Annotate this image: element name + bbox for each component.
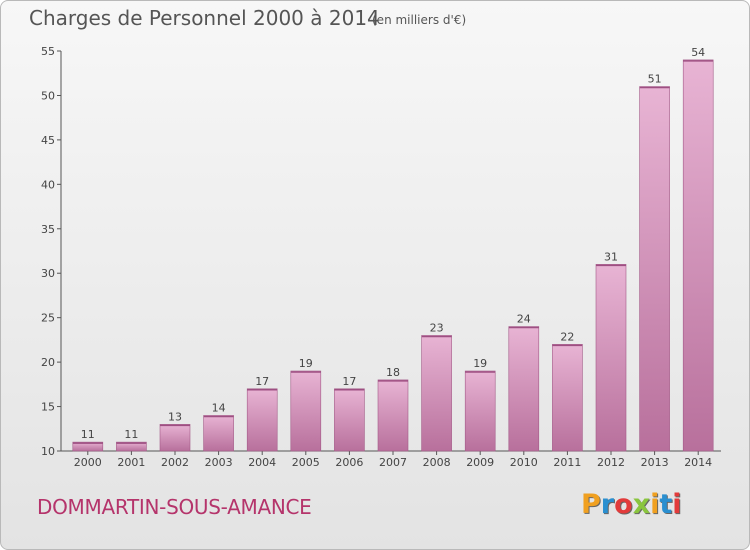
data-label: 24 xyxy=(517,313,531,326)
y-tick-label: 15 xyxy=(41,401,55,414)
data-label: 51 xyxy=(648,73,662,86)
logo-letter: o xyxy=(614,489,633,520)
y-tick-label: 10 xyxy=(41,445,55,458)
bar-2014 xyxy=(682,59,714,452)
x-tick-label: 2005 xyxy=(292,456,320,469)
town-name: DOMMARTIN-SOUS-AMANCE xyxy=(37,495,312,519)
bar-2007 xyxy=(377,379,409,452)
logo-letter: i xyxy=(650,489,660,520)
data-label: 11 xyxy=(81,428,95,441)
data-label: 17 xyxy=(255,375,269,388)
bar-2004 xyxy=(246,388,278,452)
x-tick-label: 2007 xyxy=(379,456,407,469)
y-tick-label: 25 xyxy=(41,312,55,325)
y-tick-label: 45 xyxy=(41,134,55,147)
chart-subtitle: (en milliers d'€) xyxy=(372,13,467,27)
logo-letter: i xyxy=(672,489,682,520)
bar-2008 xyxy=(421,335,452,452)
bar-2010 xyxy=(508,326,540,452)
x-tick-label: 2014 xyxy=(684,456,712,469)
chart-title: Charges de Personnel 2000 à 2014 xyxy=(29,6,380,30)
y-tick-label: 35 xyxy=(41,223,55,236)
data-label: 54 xyxy=(691,46,705,59)
bar-2002 xyxy=(159,424,191,452)
proxiti-logo: Proxiti xyxy=(581,489,682,520)
data-label: 14 xyxy=(212,401,226,414)
x-tick-label: 2011 xyxy=(553,456,581,469)
bar-2000 xyxy=(72,441,104,452)
x-tick-label: 2002 xyxy=(161,456,189,469)
x-tick-label: 2000 xyxy=(74,456,102,469)
x-tick-label: 2010 xyxy=(510,456,538,469)
bar-2001 xyxy=(116,441,147,452)
bar-2012 xyxy=(595,264,627,452)
y-tick-label: 50 xyxy=(41,89,55,102)
data-label: 19 xyxy=(473,357,487,370)
data-label: 22 xyxy=(560,330,574,343)
data-label: 17 xyxy=(342,375,356,388)
data-label: 13 xyxy=(168,410,182,423)
data-label: 31 xyxy=(604,250,618,263)
bar-2003 xyxy=(203,415,234,452)
data-label: 23 xyxy=(430,321,444,334)
bar-2006 xyxy=(334,388,365,452)
x-tick-label: 2009 xyxy=(466,456,494,469)
logo-letter: r xyxy=(600,489,615,520)
logo-letter: P xyxy=(581,489,601,520)
x-tick-label: 2001 xyxy=(117,456,145,469)
logo-letter: t xyxy=(659,489,673,520)
x-tick-label: 2006 xyxy=(335,456,363,469)
x-tick-label: 2012 xyxy=(597,456,625,469)
bar-2005 xyxy=(290,370,322,452)
logo-letter: x xyxy=(632,489,651,520)
bar-2009 xyxy=(464,370,496,452)
x-tick-label: 2003 xyxy=(205,456,233,469)
x-tick-label: 2013 xyxy=(641,456,669,469)
y-tick-label: 30 xyxy=(41,267,55,280)
bar-2011 xyxy=(552,344,583,452)
data-label: 19 xyxy=(299,357,313,370)
data-label: 11 xyxy=(124,428,138,441)
y-tick-label: 20 xyxy=(41,356,55,369)
y-tick-label: 40 xyxy=(41,178,55,191)
y-tick-label: 55 xyxy=(41,45,55,58)
bar-2013 xyxy=(639,86,670,452)
x-tick-label: 2004 xyxy=(248,456,276,469)
data-label: 18 xyxy=(386,366,400,379)
x-tick-label: 2008 xyxy=(423,456,451,469)
